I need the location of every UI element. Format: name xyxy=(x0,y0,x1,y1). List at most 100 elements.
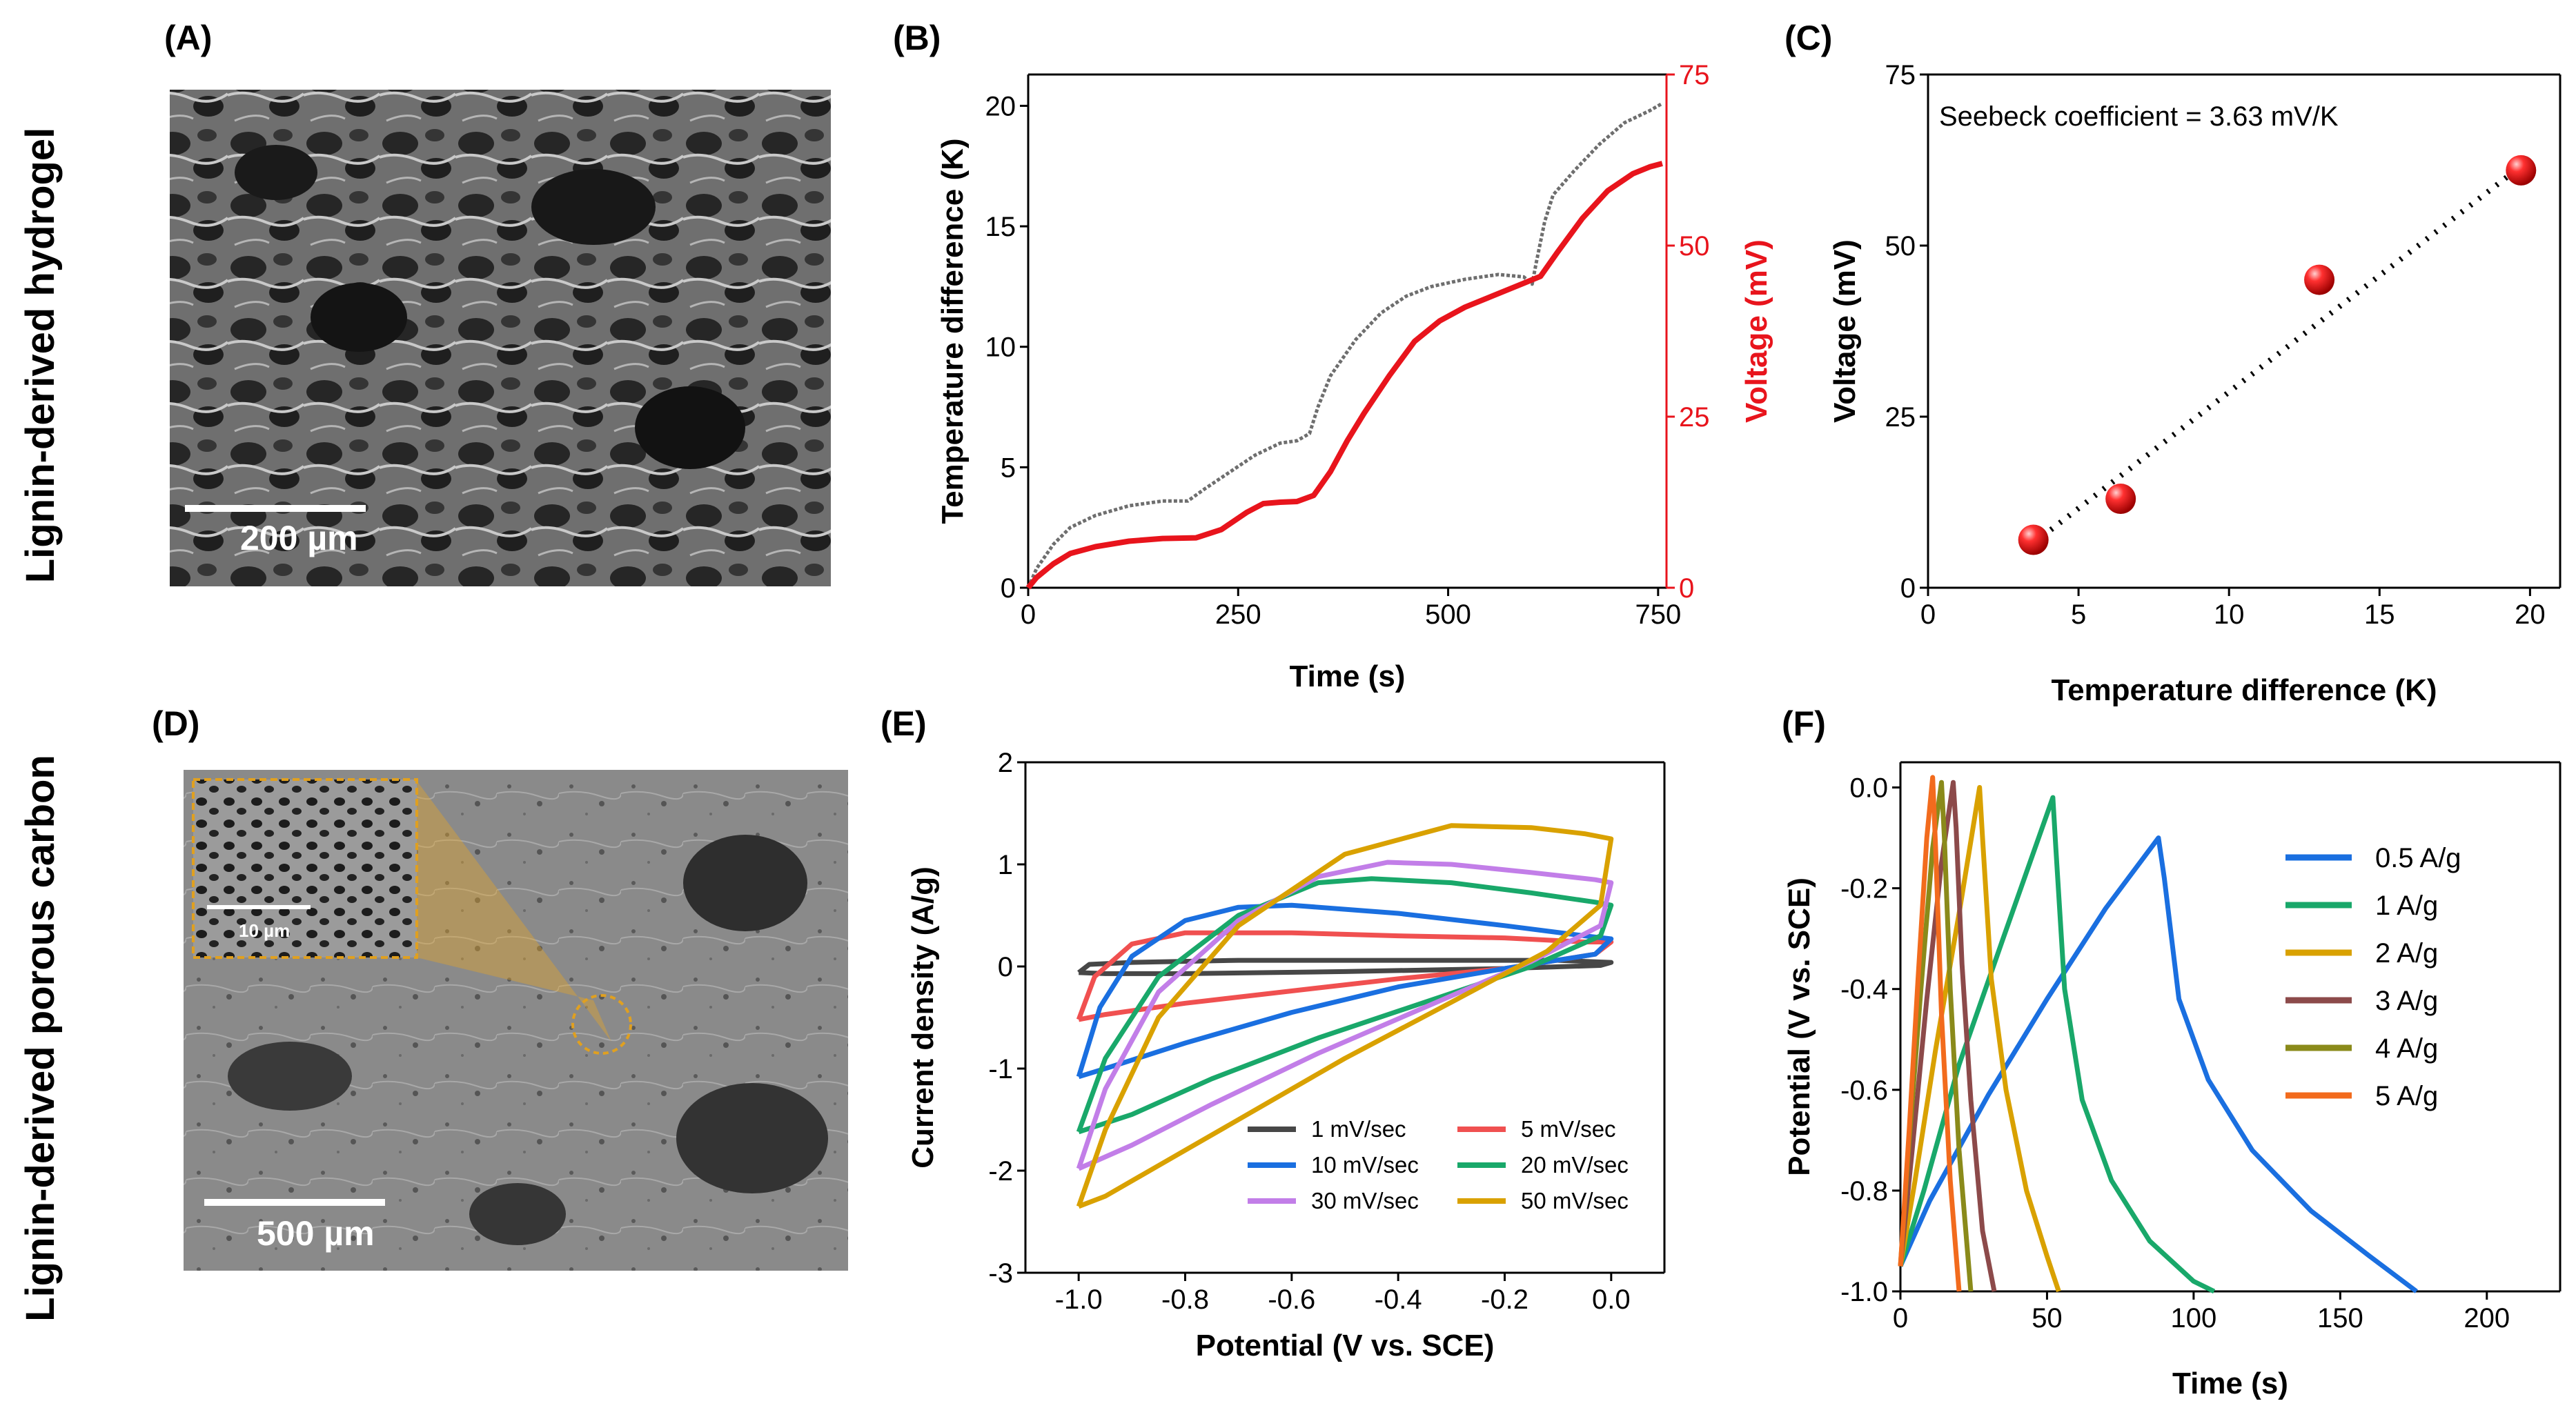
y-axis-tick-label: 0.0 xyxy=(1849,773,1888,804)
x-axis-tick-label: -1.0 xyxy=(1055,1284,1103,1315)
y-axis-title: Current density (A/g) xyxy=(906,866,940,1169)
legend-label: 5 mV/sec xyxy=(1521,1116,1616,1142)
x-axis-tick-label: 20 xyxy=(2515,599,2546,630)
chart-seebeck: 0 5 10 15 20 0 25 50 75 Temperature difference (K… xyxy=(1828,60,2562,707)
gcd-curve-2-a-g xyxy=(1898,785,2061,1293)
y-axis-tick-label: -0.8 xyxy=(1840,1176,1888,1207)
data-point xyxy=(2304,264,2335,295)
legend-label: 20 mV/sec xyxy=(1521,1152,1629,1178)
y2-axis-title: Voltage (mV) xyxy=(1740,239,1773,423)
x-axis-title: Time (s) xyxy=(2172,1367,2288,1400)
x-axis-tick-label: -0.6 xyxy=(1268,1284,1315,1315)
x-axis-tick-label: 0.0 xyxy=(1592,1284,1631,1315)
series-voltage xyxy=(1025,161,1663,590)
panel-label-d: (D) xyxy=(152,704,199,743)
x-axis-title: Potential (V vs. SCE) xyxy=(1196,1329,1495,1362)
y-axis-tick-label: 0 xyxy=(998,952,1013,982)
legend-label: 3 A/g xyxy=(2375,986,2438,1016)
y-axis-tick-label: -1.0 xyxy=(1840,1277,1888,1307)
legend-label: 4 A/g xyxy=(2375,1033,2438,1064)
data-point xyxy=(2018,524,2049,555)
y-axis-voltage-tick-label: 0 xyxy=(1679,573,1694,604)
y-axis-voltage-tick-label: 75 xyxy=(1679,60,1710,90)
y-axis-temperature-tick-label: 0 xyxy=(1001,573,1016,604)
legend-label: 2 A/g xyxy=(2375,938,2438,969)
legend-label: 30 mV/sec xyxy=(1311,1188,1419,1213)
legend-label: 50 mV/sec xyxy=(1521,1188,1629,1213)
legend-label: 10 mV/sec xyxy=(1311,1152,1419,1178)
legend-label: 5 A/g xyxy=(2375,1081,2438,1111)
x-axis-tick-label: 50 xyxy=(2032,1303,2063,1333)
y-axis-temperature-tick-label: 10 xyxy=(985,333,1016,363)
inset-scale-bar-label: 10 µm xyxy=(239,920,290,941)
y-axis-tick-label: 0 xyxy=(1900,573,1916,604)
y-axis-temperature-tick-label: 20 xyxy=(985,91,1016,121)
x-axis-tick-label: 500 xyxy=(1425,599,1471,630)
scale-bar-a xyxy=(185,505,366,512)
y-axis-temperature-tick-label: 5 xyxy=(1001,453,1016,483)
panel-label-e: (E) xyxy=(881,704,927,743)
x-axis-title: Time (s) xyxy=(1290,659,1406,693)
y-axis-tick-label: -0.6 xyxy=(1840,1075,1888,1106)
x-axis-title: Temperature difference (K) xyxy=(2051,673,2437,707)
gcd-curve-5-a-g xyxy=(1898,775,1962,1292)
legend-label: 0.5 A/g xyxy=(2375,843,2461,873)
cv-curve-50-mv-sec xyxy=(1076,823,1614,1209)
legend-label: 1 A/g xyxy=(2375,891,2438,921)
y-axis-tick-label: -0.4 xyxy=(1840,975,1888,1005)
row-label-porous-carbon: Lignin-derived porous carbon xyxy=(18,755,63,1322)
cv-curve-20-mv-sec xyxy=(1076,876,1614,1135)
x-axis-tick-label: 15 xyxy=(2364,599,2395,630)
x-axis-tick-label: 10 xyxy=(2214,599,2245,630)
cv-curve-30-mv-sec xyxy=(1076,860,1614,1171)
x-axis-tick-label: 0 xyxy=(1021,599,1036,630)
scale-bar-d xyxy=(204,1199,385,1206)
chart-cyclic-voltammetry: -1.0 -0.8 -0.6 -0.4 -0.2 0.0 -3 -2 -1 0 1 2 Potentia… xyxy=(906,748,1666,1362)
inset-region-marker xyxy=(571,994,632,1055)
row-label-hydrogel: Lignin-derived hydrogel xyxy=(18,128,63,584)
inset-magnification-wedge xyxy=(417,781,611,1042)
y-axis-temperature-tick-label: 15 xyxy=(985,212,1016,242)
y-axis-voltage-tick-label: 25 xyxy=(1679,402,1710,433)
gcd-curve-0-5-a-g xyxy=(1898,835,2418,1293)
inset-image xyxy=(192,778,418,959)
gcd-curve-3-a-g xyxy=(1898,780,1997,1292)
cv-curve-1-mv-sec xyxy=(1077,957,1614,976)
y-axis-title: Voltage (mV) xyxy=(1828,239,1862,423)
x-axis-tick-label: -0.2 xyxy=(1481,1284,1528,1315)
scale-bar-a-label: 200 µm xyxy=(240,519,358,557)
y-axis-tick-label: -1 xyxy=(988,1054,1013,1084)
scale-bar-d-label: 500 µm xyxy=(257,1214,375,1253)
panel-label-a: (A) xyxy=(164,19,212,57)
data-point xyxy=(2105,484,2136,515)
x-axis-tick-label: 250 xyxy=(1215,599,1261,630)
legend-label: 1 mV/sec xyxy=(1311,1116,1406,1142)
y-axis-tick-label: 2 xyxy=(998,748,1013,778)
seebeck-annotation: Seebeck coefficient = 3.63 mV/K xyxy=(1939,101,2339,132)
x-axis-tick-label: -0.8 xyxy=(1161,1284,1209,1315)
data-point xyxy=(2506,155,2537,186)
y-axis-voltage-tick-label: 50 xyxy=(1679,231,1710,261)
panel-label-f: (F) xyxy=(1782,704,1826,743)
panel-label-b: (B) xyxy=(893,19,941,57)
y-axis-tick-label: 50 xyxy=(1885,231,1916,261)
x-axis-tick-label: 750 xyxy=(1635,599,1681,630)
sem-image-hydrogel xyxy=(170,90,831,586)
inset-scale-bar xyxy=(207,905,311,909)
y-axis-tick-label: -0.2 xyxy=(1840,874,1888,904)
chart-charge-discharge: 0 50 100 150 200 -1.0 -0.8 -0.6 -0.4 -0.2 0.0 Time … xyxy=(1782,761,2562,1400)
y-axis-tick-label: -3 xyxy=(988,1258,1013,1289)
y-axis-title: Temperature difference (K) xyxy=(936,138,970,524)
x-axis-tick-label: 150 xyxy=(2317,1303,2363,1333)
linear-fit-line xyxy=(2032,163,2523,546)
x-axis-tick-label: -0.4 xyxy=(1375,1284,1422,1315)
x-axis-tick-label: 100 xyxy=(2171,1303,2217,1333)
panel-label-c: (C) xyxy=(1784,19,1832,57)
y-axis-tick-label: 1 xyxy=(998,850,1013,880)
y-axis-tick-label: 25 xyxy=(1885,402,1916,433)
x-axis-tick-label: 5 xyxy=(2071,599,2086,630)
x-axis-tick-label: 0 xyxy=(1920,599,1936,630)
series-temperature-difference xyxy=(1026,101,1664,589)
x-axis-tick-label: 0 xyxy=(1893,1303,1908,1333)
y-axis-tick-label: -2 xyxy=(988,1156,1013,1187)
